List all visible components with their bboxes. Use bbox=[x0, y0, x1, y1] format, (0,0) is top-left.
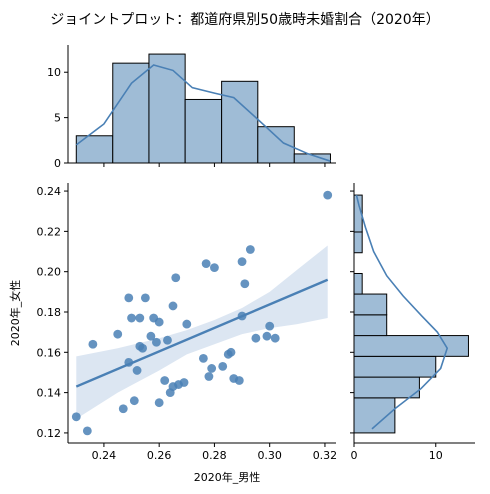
top-marginal-histogram: 0 5 10 bbox=[47, 45, 336, 170]
right-kde-curve bbox=[355, 194, 449, 430]
scatter-point bbox=[152, 337, 161, 347]
scatter-point bbox=[251, 333, 261, 343]
scatter-point bbox=[218, 362, 228, 371]
scatter-point bbox=[71, 412, 81, 422]
top-histogram-bar bbox=[184, 98, 223, 164]
scatter-point bbox=[154, 398, 164, 408]
scatter-point bbox=[88, 339, 98, 349]
y-tick-label: 0.12 bbox=[37, 427, 62, 440]
scatter-point bbox=[82, 426, 92, 436]
scatter-point bbox=[323, 190, 333, 200]
x-tick-label: 0.26 bbox=[147, 449, 172, 462]
right-histogram-bar bbox=[353, 355, 437, 378]
scatter-point bbox=[113, 329, 123, 339]
scatter-point bbox=[146, 331, 156, 341]
right-marginal-histogram: 0 10 bbox=[350, 183, 475, 462]
x-tick-label: 0.28 bbox=[202, 449, 227, 462]
scatter-point bbox=[226, 347, 236, 357]
y-tick-label: 0.22 bbox=[37, 225, 62, 238]
chart-title: ジョイントプロット：都道府県別50歳時未婚割合（2020年） bbox=[50, 11, 439, 28]
scatter-point bbox=[132, 366, 142, 375]
scatter-point bbox=[207, 364, 217, 373]
scatter-point bbox=[262, 331, 272, 341]
right-histogram-bar bbox=[353, 293, 388, 316]
scatter-point bbox=[118, 404, 128, 414]
scatter-point bbox=[234, 376, 244, 385]
scatter-point bbox=[201, 259, 211, 269]
scatter-point bbox=[124, 293, 134, 303]
scatter-point bbox=[210, 263, 219, 273]
scatter-point bbox=[171, 273, 181, 283]
right-x-tick-label: 10 bbox=[429, 449, 443, 462]
x-tick-label: 0.32 bbox=[313, 449, 338, 462]
y-tick-label: 0.24 bbox=[37, 185, 62, 198]
right-histogram-bar bbox=[353, 376, 420, 399]
scatter-point bbox=[179, 378, 189, 387]
y-tick-label: 0.18 bbox=[37, 306, 62, 319]
regression-line bbox=[75, 278, 329, 388]
top-histogram-bar bbox=[112, 62, 150, 164]
x-tick-label: 0.24 bbox=[92, 449, 117, 462]
scatter-point bbox=[160, 376, 170, 385]
x-tick-label: 0.30 bbox=[257, 449, 282, 462]
scatter-point bbox=[154, 317, 164, 327]
scatter-regression-plot: 0.24 0.26 0.28 0.30 0.32 0.12 0.14 0.16 0.18 0.2… bbox=[8, 183, 337, 484]
right-histogram-bar bbox=[353, 335, 469, 357]
scatter-point bbox=[240, 279, 250, 289]
y-axis-label: 2020年_女性 bbox=[8, 280, 22, 347]
x-axis-label: 2020年_男性 bbox=[194, 470, 261, 484]
right-histogram-bar bbox=[353, 231, 363, 254]
scatter-point bbox=[245, 245, 255, 254]
top-histogram-bar bbox=[148, 53, 186, 164]
y-tick-label: 0.14 bbox=[37, 387, 62, 400]
scatter-point bbox=[204, 372, 214, 381]
scatter-point bbox=[182, 319, 192, 329]
right-x-tick-label: 0 bbox=[351, 449, 358, 462]
top-histogram-bar bbox=[221, 80, 259, 164]
scatter-point bbox=[265, 321, 275, 331]
top-y-tick-label: 5 bbox=[54, 112, 61, 125]
scatter-point bbox=[135, 313, 145, 323]
top-y-tick-label: 0 bbox=[54, 157, 61, 170]
scatter-point bbox=[163, 335, 172, 345]
scatter-point bbox=[270, 333, 280, 343]
top-kde-curve bbox=[75, 64, 331, 162]
scatter-point bbox=[138, 343, 147, 353]
y-tick-label: 0.16 bbox=[37, 346, 62, 359]
top-y-tick-label: 10 bbox=[47, 66, 61, 79]
right-histogram-bar bbox=[353, 314, 388, 337]
scatter-point bbox=[237, 257, 247, 267]
y-tick-label: 0.20 bbox=[37, 266, 62, 279]
scatter-point bbox=[168, 301, 178, 311]
scatter-point bbox=[129, 396, 139, 406]
scatter-point bbox=[127, 313, 136, 323]
scatter-point bbox=[198, 353, 208, 363]
scatter-point bbox=[140, 293, 150, 303]
right-histogram-bar bbox=[353, 272, 363, 295]
